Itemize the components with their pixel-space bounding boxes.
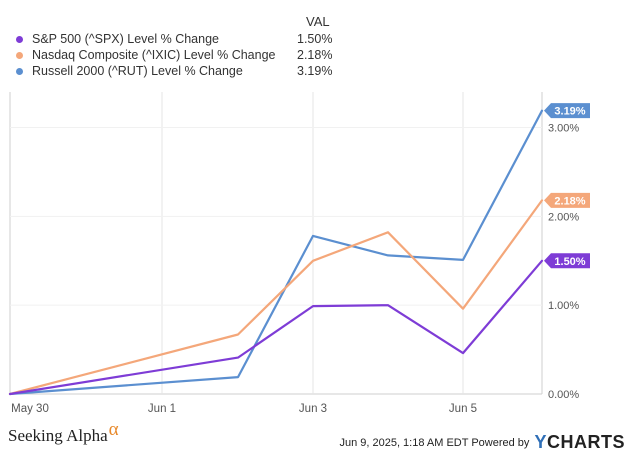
timestamp: Jun 9, 2025, 1:18 AM EDT Powered by <box>339 437 530 449</box>
legend-value-header: VAL <box>306 14 330 29</box>
legend-label-ixic: Nasdaq Composite (^IXIC) Level % Change <box>32 48 276 62</box>
chart-legend: VAL S&P 500 (^SPX) Level % Change 1.50% … <box>0 0 635 84</box>
x-tick-label: Jun 5 <box>449 403 477 415</box>
end-value-tag <box>544 192 590 208</box>
end-value-label: 2.18% <box>554 195 585 207</box>
legend-value-ixic: 2.18% <box>297 48 333 62</box>
ycharts-logo-text: CHARTS <box>547 432 625 452</box>
legend-label-spx: S&P 500 (^SPX) Level % Change <box>32 32 219 46</box>
series-line <box>8 259 544 396</box>
y-tick-label: 0.00% <box>548 389 579 401</box>
legend-label-rut: Russell 2000 (^RUT) Level % Change <box>32 64 243 78</box>
x-tick-label: Jun 3 <box>299 403 327 415</box>
legend-item-ixic[interactable]: Nasdaq Composite (^IXIC) Level % Change … <box>16 48 356 64</box>
end-value-label: 3.19% <box>554 106 585 118</box>
end-value-tag <box>544 103 590 119</box>
x-tick-label: May 30 <box>11 403 49 415</box>
ycharts-logo: YCHARTS <box>534 432 625 452</box>
brand-name: Seeking Alpha <box>8 426 108 445</box>
y-tick-label: 1.00% <box>548 300 579 312</box>
footer-attribution: Jun 9, 2025, 1:18 AM EDT Powered by YCHA… <box>339 432 625 453</box>
x-tick-label: Jun 1 <box>148 403 176 415</box>
seeking-alpha-logo: Seeking Alphaα <box>8 419 119 447</box>
legend-dot-rut <box>16 68 23 75</box>
y-tick-label: 2.00% <box>548 211 579 223</box>
legend-value-rut: 3.19% <box>297 64 333 78</box>
y-tick-label: 3.00% <box>548 123 579 135</box>
end-value-tag <box>544 253 590 269</box>
legend-dot-ixic <box>16 52 23 59</box>
ycharts-logo-y: Y <box>534 432 547 452</box>
legend-value-spx: 1.50% <box>297 32 333 46</box>
legend-item-rut[interactable]: Russell 2000 (^RUT) Level % Change 3.19% <box>16 64 356 80</box>
legend-item-spx[interactable]: S&P 500 (^SPX) Level % Change 1.50% <box>16 32 356 48</box>
legend-dot-spx <box>16 36 23 43</box>
end-value-label: 1.50% <box>554 256 585 268</box>
alpha-symbol: α <box>108 419 119 440</box>
series-line <box>8 199 544 396</box>
